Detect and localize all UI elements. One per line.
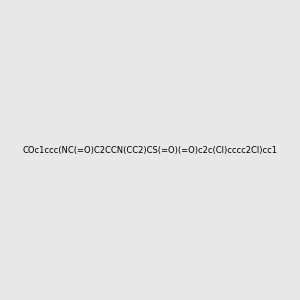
Text: COc1ccc(NC(=O)C2CCN(CC2)CS(=O)(=O)c2c(Cl)cccc2Cl)cc1: COc1ccc(NC(=O)C2CCN(CC2)CS(=O)(=O)c2c(Cl… [22,146,278,154]
